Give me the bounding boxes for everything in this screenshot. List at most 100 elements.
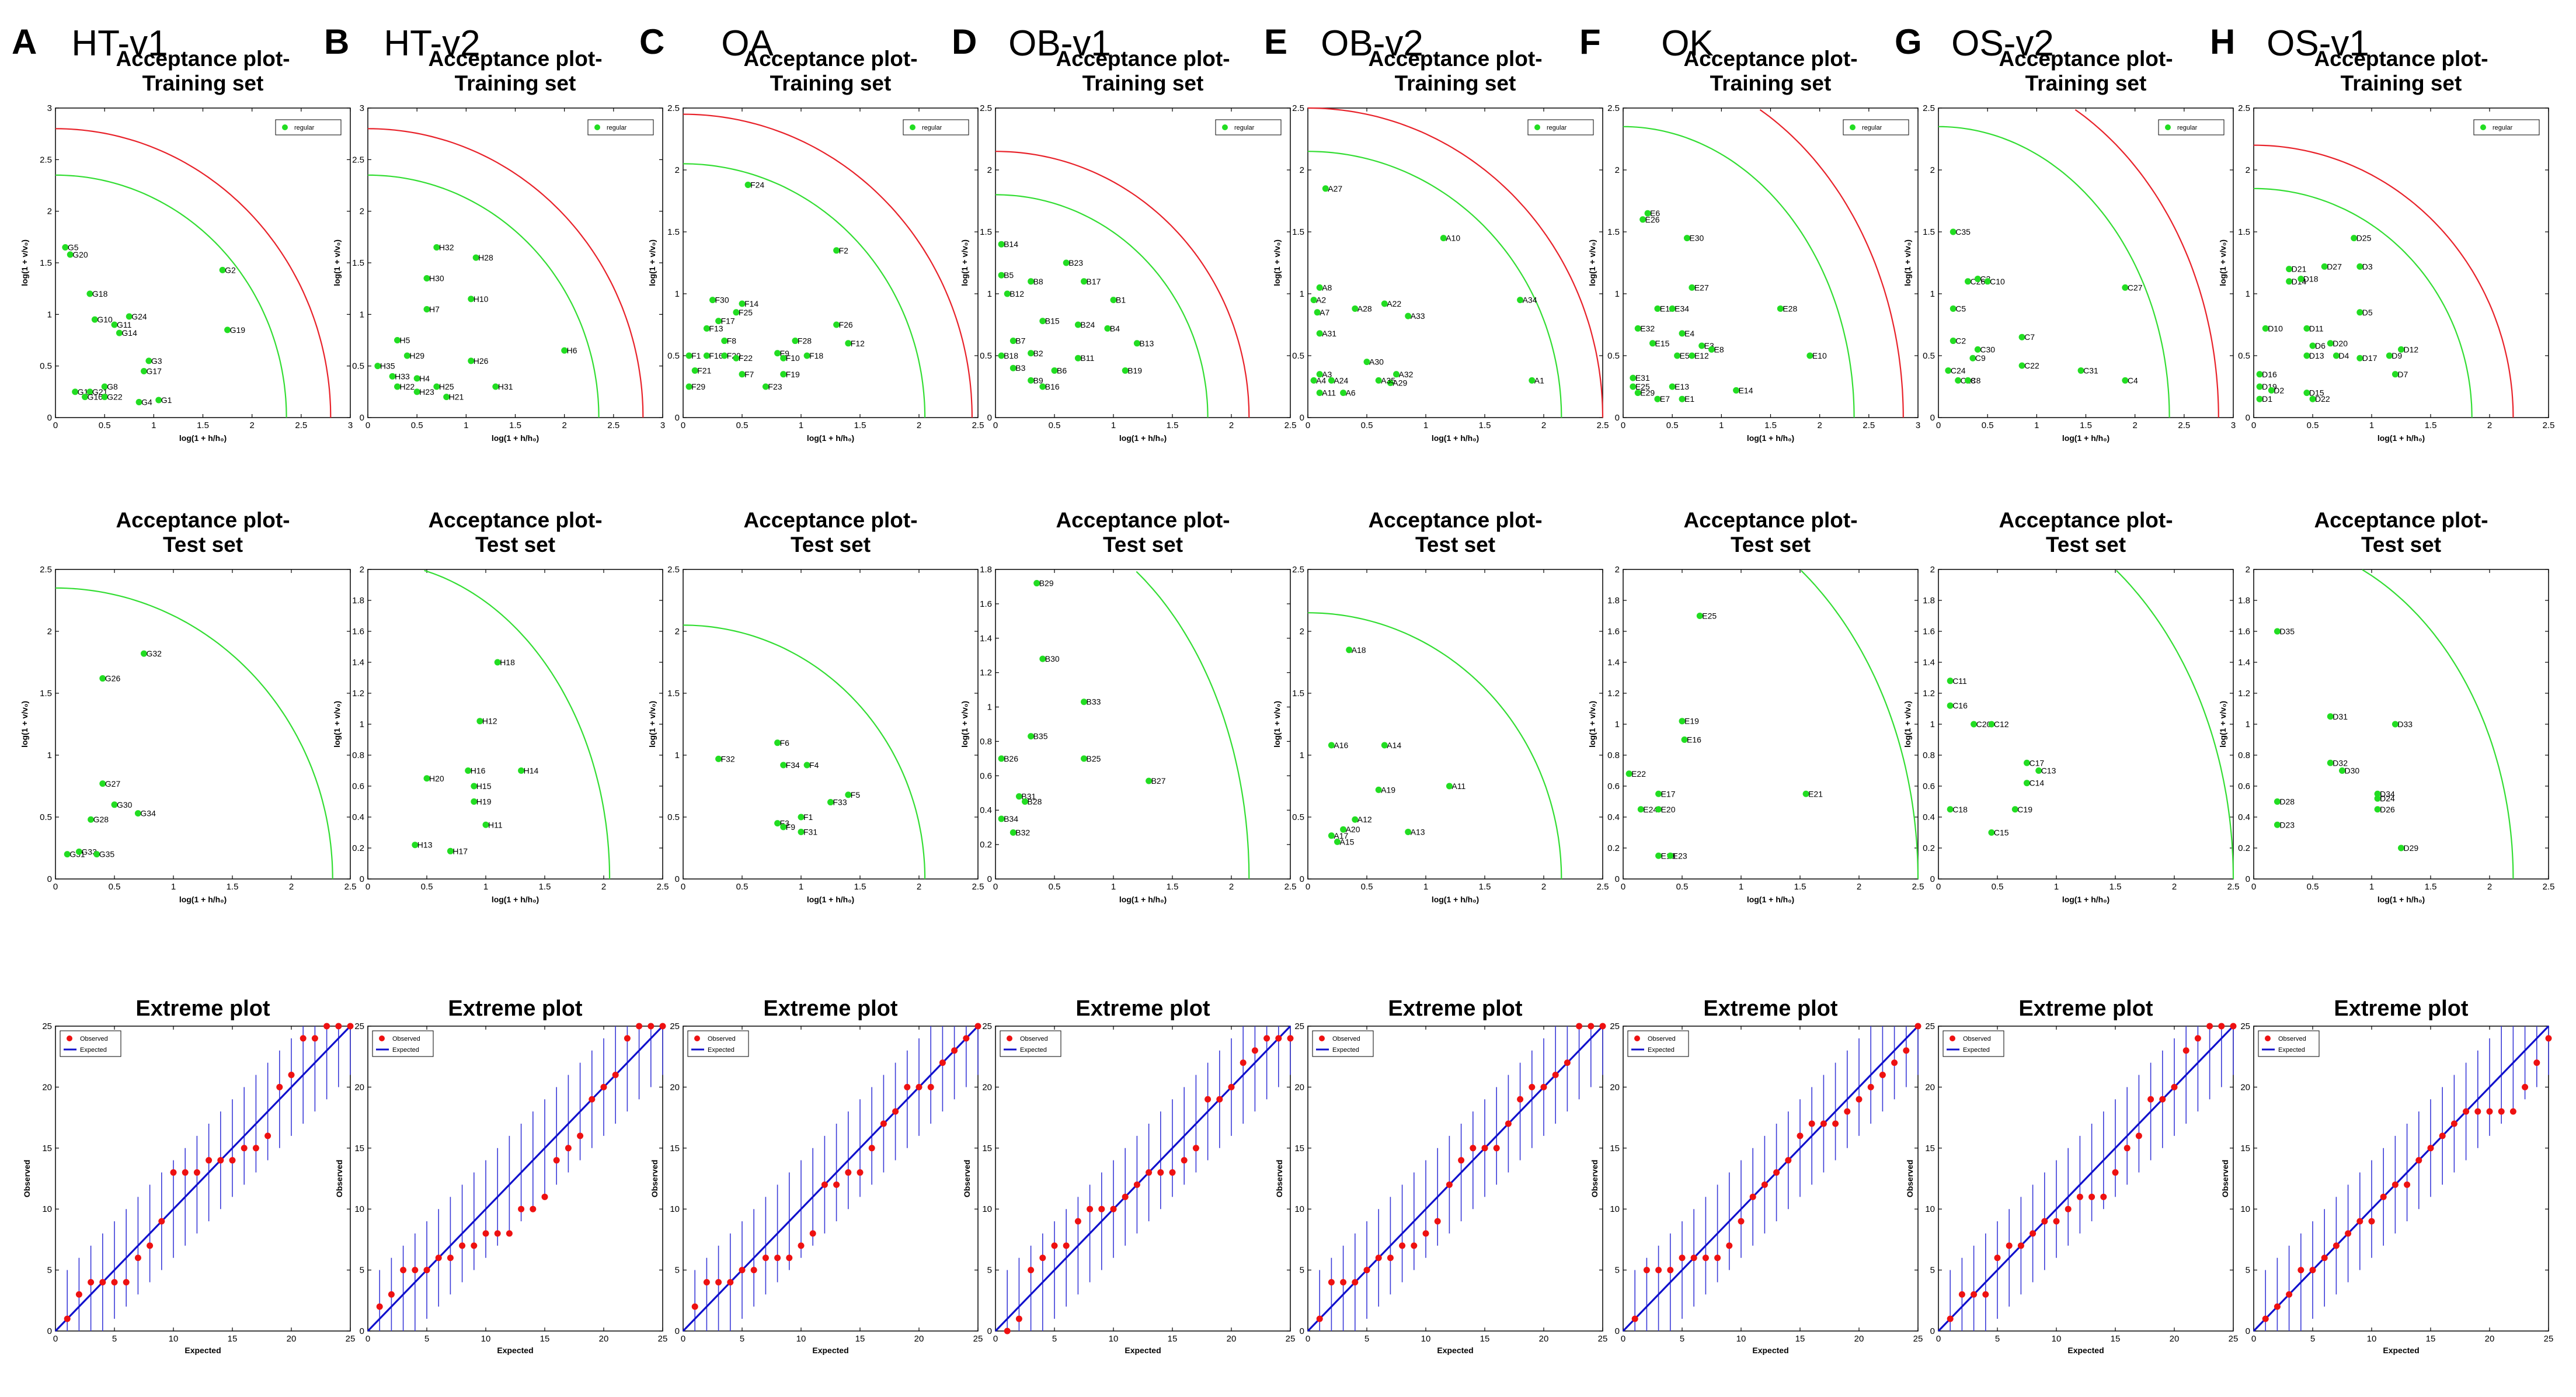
training-data-point [2391,371,2399,378]
extreme-title: Extreme plot [135,996,270,1021]
extreme-observed-point [577,1132,584,1139]
extreme-observed-point [2309,1267,2316,1274]
extreme-xtick-label: 15 [2111,1334,2121,1344]
training-title-line1: Acceptance plot- [1368,47,1542,71]
extreme-observed-point [2356,1218,2363,1225]
extreme-observed-point [1240,1059,1247,1066]
training-axes-frame [683,107,979,418]
training-title-line2: Training set [1395,71,1516,95]
extreme-ytick-label: 20 [1925,1082,1935,1092]
extreme-xtick-label: 10 [2052,1334,2062,1344]
extreme-observed-point [1287,1035,1294,1042]
training-point-label: G18 [92,289,108,298]
extreme-ytick-label: 15 [1610,1144,1620,1153]
training-axes-frame [367,107,663,418]
extreme-observed-point [2545,1035,2552,1042]
test-ytick-label: 1.4 [1923,658,1935,668]
extreme-ytick-label: 5 [1300,1266,1304,1276]
extreme-observed-point [111,1278,118,1285]
training-ytick-label: 2 [1930,165,1935,175]
extreme-xtick-label: 0 [1306,1334,1310,1344]
test-xtick-label: 0.5 [421,882,433,892]
extreme-observed-point [1228,1083,1235,1090]
test-title-line1: Acceptance plot- [2314,508,2488,532]
training-xtick-label: 1.5 [2425,421,2437,430]
panel-name: OK [1661,23,1714,64]
training-data-point [762,383,769,390]
training-data-point [2303,390,2310,397]
training-data-point [561,347,568,354]
extreme-ytick-label: 25 [670,1021,680,1031]
test-point-label: H19 [476,797,492,807]
test-title-line2: Test set [1731,533,1811,557]
test-ytick-label: 1 [1615,720,1620,729]
extreme-xtick-label: 15 [1795,1334,1805,1344]
test-title-line1: Acceptance plot- [116,508,290,532]
test-ytick-label: 0.4 [352,812,364,822]
training-point-label: A2 [1316,296,1326,305]
training-point-label: G22 [107,392,123,402]
extreme-xtick-label: 5 [424,1334,429,1344]
extreme-observed-point [1316,1315,1323,1322]
test-ytick-label: 0.8 [352,750,364,760]
extreme-observed-point [2030,1230,2037,1237]
extreme-ytick-label: 0 [1300,1326,1304,1336]
training-xtick-label: 1.5 [509,421,521,430]
training-green-limit-curve [683,163,926,418]
extreme-legend-observed-label: Observed [80,1035,108,1042]
test-point-label: F6 [780,738,790,748]
training-data-point [2256,395,2263,402]
extreme-observed-point [750,1267,757,1274]
training-xtick-label: 0 [993,421,998,430]
test-data-point [88,816,95,823]
training-point-label: G8 [107,382,118,391]
extreme-legend-observed-label: Observed [2278,1035,2306,1042]
test-data-point [1015,793,1022,800]
extreme-legend-box [2258,1030,2320,1057]
test-xtick-label: 2 [1229,882,1234,892]
test-ytick-label: 0.6 [1923,781,1935,791]
training-axes-frame [995,107,1291,418]
test-xtick-label: 2 [1857,882,1861,892]
test-data-point [471,798,478,805]
training-point-label: F10 [786,353,800,363]
extreme-observed-point [541,1193,548,1200]
test-title-line2: Test set [2046,533,2126,557]
test-point-label: D32 [2333,758,2348,767]
training-ytick-label: 1 [2246,289,2250,299]
test-data-point [827,799,834,806]
test-ytick-label: 0.5 [40,812,52,822]
extreme-expected-line [994,1025,1292,1332]
training-point-label: E15 [1655,339,1670,348]
extreme-xtick-label: 20 [914,1334,924,1344]
training-data-point [394,337,401,343]
extreme-observed-point [1738,1218,1745,1225]
test-data-point [1667,852,1674,859]
training-xtick-label: 3 [660,421,665,430]
training-point-label: B12 [1009,289,1024,298]
extreme-observed-point [2262,1315,2269,1322]
test-green-limit-curve [1136,571,1250,880]
test-point-label: E25 [1702,611,1717,621]
training-green-limit-curve [995,194,1209,418]
training-data-point [2018,333,2025,340]
training-red-limit-curve [683,113,973,418]
training-data-point [145,357,152,364]
training-point-label: E14 [1739,385,1753,395]
extreme-ytick-label: 5 [987,1266,992,1276]
training-red-limit-curve [1307,107,1604,418]
training-data-point [2256,383,2263,390]
test-ytick-label: 1 [47,750,52,760]
extreme-legend-box [687,1030,749,1057]
training-data-point [423,275,430,282]
extreme-observed-point [868,1145,875,1152]
test-ytick-label: 1.6 [980,599,992,609]
extreme-observed-point [1458,1157,1465,1164]
test-data-point [2024,780,2030,787]
training-point-label: H28 [478,253,493,262]
extreme-observed-point [786,1254,793,1262]
test-data-point [2011,806,2018,813]
extreme-ytick-label: 0 [675,1326,680,1336]
training-title-line2: Training set [2341,71,2462,95]
training-point-label: F14 [744,299,758,308]
